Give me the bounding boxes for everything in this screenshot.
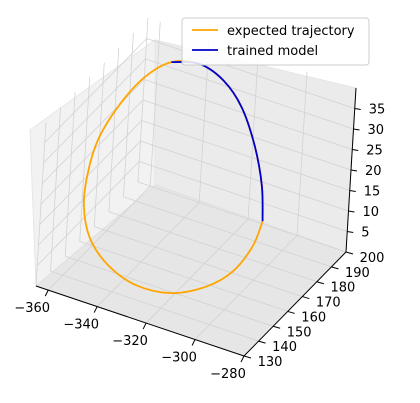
- y-tick: [302, 296, 310, 300]
- y-tick: [243, 355, 252, 359]
- z-gridline: [142, 99, 352, 171]
- x-axis-line: [35, 285, 245, 357]
- x-tick: [44, 289, 49, 297]
- tick-marks: [44, 108, 361, 363]
- z-gridline: [146, 38, 355, 109]
- z-gridline-left: [44, 38, 148, 143]
- x-tick: [142, 322, 147, 330]
- x-tick-label: −300: [161, 351, 197, 366]
- y-tick: [345, 251, 354, 255]
- x-gridline: [96, 202, 200, 307]
- y-gridline: [94, 226, 303, 297]
- z-tick: [354, 108, 361, 110]
- z-tick-label: 30: [368, 123, 385, 138]
- y-tick-label: 150: [287, 325, 312, 340]
- y-gridline: [79, 241, 288, 312]
- z-gridline-left: [40, 99, 144, 205]
- y-tick: [287, 310, 295, 314]
- z-tick-label: 20: [365, 164, 382, 179]
- y-tick-label: 130: [258, 355, 283, 370]
- x-gridline: [47, 185, 151, 291]
- x-tick: [191, 339, 196, 346]
- z-tick-label: 5: [361, 226, 369, 241]
- z-tick: [347, 231, 354, 233]
- y-tick: [258, 340, 266, 344]
- y-gridline: [137, 181, 347, 253]
- z-tick: [348, 210, 355, 213]
- z-tick: [350, 169, 358, 172]
- legend-label-trained: trained model: [227, 44, 318, 59]
- z-tick-label: 10: [363, 205, 380, 220]
- y-tick-label: 160: [301, 310, 326, 325]
- legend-label-expected: expected trajectory: [227, 24, 355, 39]
- z-gridline-left: [38, 140, 141, 246]
- z-gridline: [145, 58, 354, 130]
- z-gridline-left: [39, 120, 143, 225]
- y-tick: [273, 325, 281, 329]
- z-gridline: [141, 120, 350, 191]
- y-tick-label: 200: [360, 251, 385, 266]
- z-gridline: [139, 161, 348, 232]
- y-gridline: [50, 270, 259, 342]
- x-tick-label: −360: [14, 301, 50, 316]
- z-tick: [349, 190, 356, 192]
- x-gridline: [145, 218, 249, 324]
- y-tick: [316, 281, 324, 285]
- z-gridline-left: [36, 161, 140, 266]
- y-gridline: [123, 196, 332, 268]
- x-tick-label: −340: [63, 318, 99, 333]
- z-gridline-left: [41, 79, 145, 184]
- z-tick-label: 25: [366, 144, 383, 159]
- z-gridline: [140, 140, 349, 212]
- y-tick-label: 190: [345, 266, 370, 281]
- y-tick-label: 170: [316, 296, 341, 311]
- y-gridline: [65, 255, 274, 327]
- y-tick-label: 140: [272, 340, 297, 355]
- x-tick-label: −320: [112, 334, 148, 349]
- z-gridline-left: [43, 58, 146, 164]
- y-gridline: [108, 211, 317, 283]
- z-tick-label: 35: [369, 103, 386, 118]
- x-tick-label: −280: [210, 367, 246, 382]
- x-tick: [240, 355, 245, 363]
- x-tick: [93, 306, 98, 313]
- z-gridline: [144, 79, 353, 150]
- z-tick: [353, 128, 360, 131]
- z-tick: [352, 149, 359, 151]
- y-tick: [331, 266, 339, 270]
- y-tick-label: 180: [330, 281, 355, 296]
- legend: expected trajectory trained model: [181, 17, 370, 66]
- tick-labels: −360 −340 −320 −300 −280 13014015016017018019…: [14, 103, 385, 383]
- x-gridline: [194, 235, 298, 340]
- legend-box: [181, 17, 370, 66]
- y-axis-line: [243, 251, 347, 357]
- z-tick-label: 15: [364, 185, 381, 200]
